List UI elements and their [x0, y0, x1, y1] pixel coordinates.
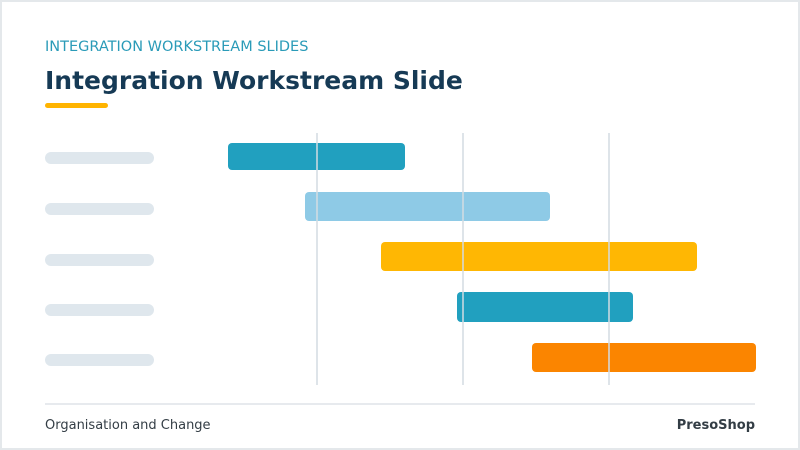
title-underline: [45, 103, 108, 108]
slide-title: Integration Workstream Slide: [45, 66, 463, 95]
row-placeholder: [45, 152, 154, 164]
gantt-bar: [457, 292, 633, 322]
gantt-bar: [305, 192, 550, 221]
footer-right: PresoShop: [677, 418, 755, 433]
row-placeholder: [45, 203, 154, 215]
row-placeholder: [45, 254, 154, 266]
row-placeholders: [45, 152, 154, 366]
footer-left: Organisation and Change: [45, 418, 211, 433]
divider-lines: [316, 133, 610, 385]
gantt-bar: [532, 343, 756, 372]
eyebrow: INTEGRATION WORKSTREAM SLIDES: [45, 39, 308, 55]
row-placeholder: [45, 354, 154, 366]
row-placeholder: [45, 304, 154, 316]
gantt-bar: [381, 242, 697, 271]
